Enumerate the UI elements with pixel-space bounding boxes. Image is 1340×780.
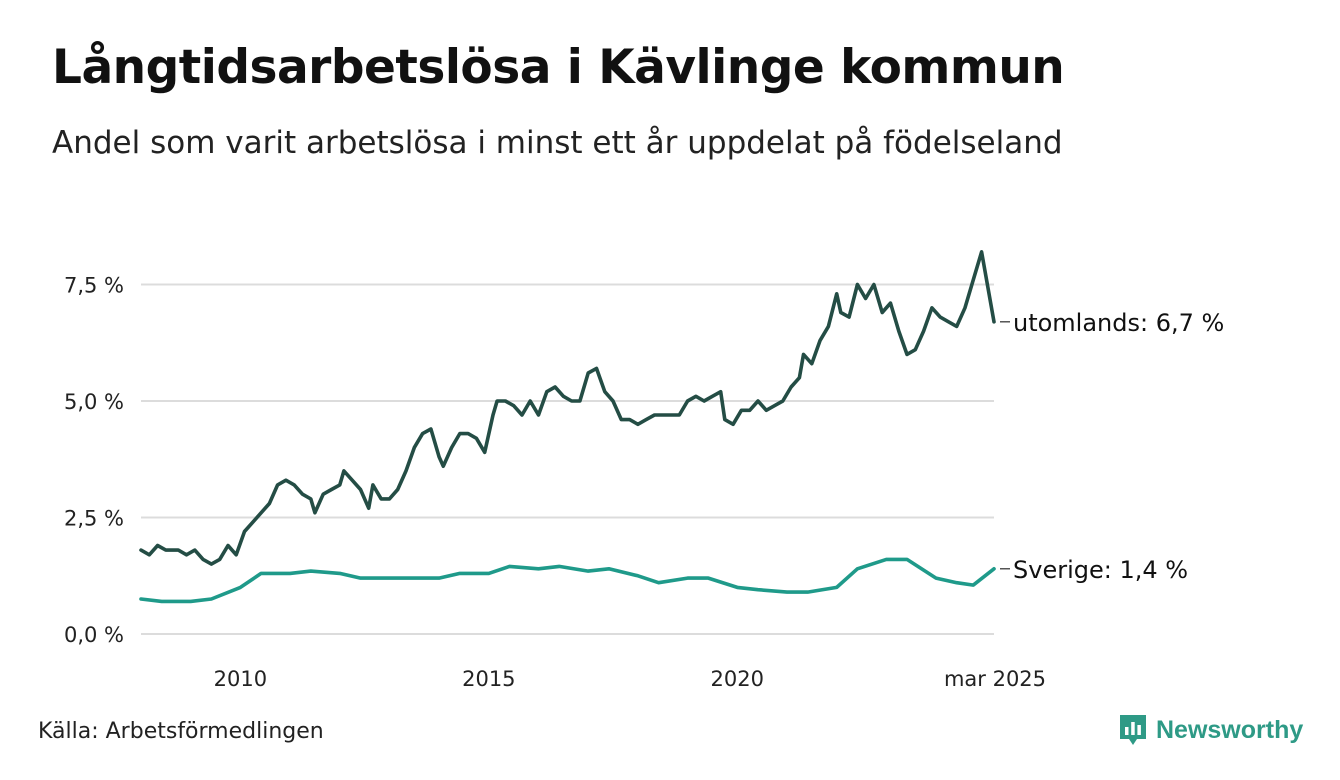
chart-title: Långtidsarbetslösa i Kävlinge kommun [52,40,1065,95]
chart-subtitle: Andel som varit arbetslösa i minst ett å… [52,125,1063,161]
series-line-utomlands [139,250,996,566]
y-axis-ticks: 0,0 % 2,5 % 5,0 % 7,5 % [64,274,124,648]
x-tick-label: 2010 [214,667,267,691]
series-line-sverige [139,557,996,604]
x-tick-label: 2015 [462,667,515,691]
y-tick-label: 7,5 % [64,274,124,298]
brand-logo: Newsworthy [1118,713,1303,747]
gridlines [141,283,994,635]
x-tick-label: mar 2025 [944,667,1046,691]
y-tick-label: 5,0 % [64,390,124,414]
x-axis-ticks: 2010 2015 2020 mar 2025 [214,667,1046,691]
end-labels: utomlands: 6,7 % Sverige: 1,4 % [1000,309,1224,584]
end-label-utomlands: utomlands: 6,7 % [1013,309,1224,337]
newsworthy-logo-icon [1120,715,1146,745]
brand-name: Newsworthy [1156,715,1304,744]
end-label-sverige: Sverige: 1,4 % [1013,556,1188,584]
source-note: Källa: Arbetsförmedlingen [38,719,324,744]
y-tick-label: 0,0 % [64,623,124,647]
x-tick-label: 2020 [711,667,764,691]
y-tick-label: 2,5 % [64,507,124,531]
series-lines [139,250,996,604]
